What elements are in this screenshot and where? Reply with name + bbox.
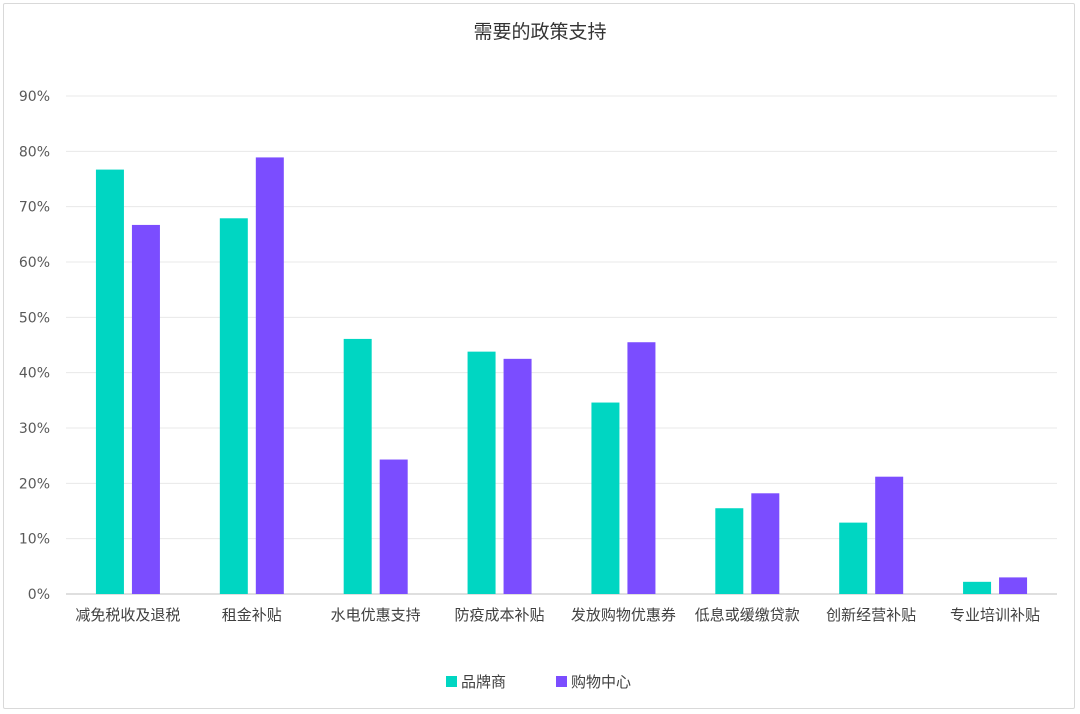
bar-brand	[715, 508, 744, 594]
bar-brand	[95, 169, 124, 595]
x-category-label: 专业培训补贴	[950, 606, 1040, 624]
bar-mall	[131, 224, 160, 594]
x-category-label: 低息或缓缴贷款	[695, 606, 800, 624]
bar-brand	[963, 581, 992, 594]
y-tick-label: 80%	[19, 144, 50, 160]
legend: 品牌商 购物中心	[446, 673, 631, 691]
bar-brand	[343, 338, 372, 594]
bar-brand	[467, 351, 496, 594]
y-axis-ticks: 0% 10% 20% 30% 40% 50% 60% 70% 80% 90%	[19, 89, 50, 603]
bar-mall	[751, 493, 780, 594]
legend-label: 购物中心	[571, 673, 631, 691]
bar-brand	[839, 522, 868, 594]
bar-mall	[379, 459, 408, 594]
legend-swatch	[556, 676, 567, 687]
legend-label: 品牌商	[461, 673, 506, 691]
y-tick-label: 20%	[19, 476, 50, 492]
x-category-label: 防疫成本补贴	[455, 606, 545, 624]
chart-title: 需要的政策支持	[473, 21, 606, 43]
x-category-label: 创新经营补贴	[826, 606, 916, 624]
y-tick-label: 10%	[19, 532, 50, 548]
bar-mall	[255, 157, 284, 595]
legend-swatch	[446, 676, 457, 687]
bars	[95, 157, 1028, 595]
y-tick-label: 50%	[19, 310, 50, 326]
x-category-label: 减免税收及退税	[75, 606, 180, 624]
x-category-label: 水电优惠支持	[331, 606, 421, 624]
y-tick-label: 70%	[19, 200, 50, 216]
x-category-label: 发放购物优惠券	[571, 606, 676, 624]
bar-mall	[627, 342, 656, 594]
x-category-label: 租金补贴	[222, 606, 282, 624]
y-tick-label: 60%	[19, 255, 50, 271]
bar-brand	[591, 402, 620, 594]
bar-mall	[999, 577, 1028, 594]
x-axis-categories: 减免税收及退税 租金补贴 水电优惠支持 防疫成本补贴 发放购物优惠券 低息或缓缴贷款 创新经…	[75, 606, 1040, 624]
y-tick-label: 40%	[19, 366, 50, 382]
y-tick-label: 90%	[19, 89, 50, 105]
bar-mall	[503, 358, 532, 594]
bar-brand	[219, 218, 248, 594]
y-tick-label: 30%	[19, 421, 50, 437]
bar-mall	[875, 476, 904, 594]
y-tick-label: 0%	[28, 587, 50, 603]
gridlines	[66, 95, 1057, 595]
